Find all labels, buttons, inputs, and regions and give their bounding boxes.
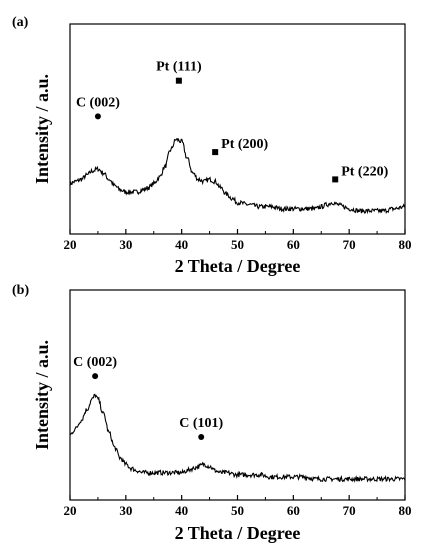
peak-annotations-b: C (002) C (101) [73,355,224,440]
x-tick-labels-a: 20 30 40 50 60 70 80 [64,237,412,252]
x-tick-label-a-20: 20 [64,237,77,252]
x-tick-label-b-20: 20 [64,503,77,518]
peak-marker-a-1 [175,77,182,84]
peak-label-a-3: Pt (220) [341,164,388,179]
peak-marker-a-0 [94,113,101,120]
x-tick-label-b-80: 80 [399,503,412,518]
panel-label-a: (a) [12,15,29,30]
x-tick-label-a-80: 80 [399,237,412,252]
panel-b: (b) 20 30 40 50 60 70 80 C (002) C (101) 2 Thet… [12,283,412,543]
peak-marker-a-3 [332,176,339,183]
y-axis-title-b: Intensity / a.u. [32,340,52,450]
x-axis-title-a: 2 Theta / Degree [175,256,301,276]
x-axis-title-b: 2 Theta / Degree [175,523,301,543]
x-tick-label-b-30: 30 [119,503,132,518]
xrd-pattern-a [69,137,406,215]
plot-frame-a [69,23,406,235]
y-axis-title-a: Intensity / a.u. [32,74,52,184]
x-tick-label-a-50: 50 [231,237,244,252]
peak-marker-b-1 [198,434,205,440]
x-tick-label-b-70: 70 [343,503,356,518]
x-tick-labels-b: 20 30 40 50 60 70 80 [64,503,412,518]
peak-annotations-a: C (002) Pt (111) Pt (200) Pt (220) [76,60,389,183]
peak-label-b-0: C (002) [73,355,117,370]
panel-label-b: (b) [12,283,29,298]
peak-label-b-1: C (101) [179,416,223,431]
peak-label-a-0: C (002) [76,95,120,110]
x-ticks-b [69,495,406,500]
x-tick-label-a-70: 70 [343,237,356,252]
peak-marker-a-2 [212,149,219,156]
x-tick-label-b-40: 40 [175,503,188,518]
x-tick-label-a-40: 40 [175,237,188,252]
x-tick-label-b-50: 50 [231,503,244,518]
xrd-pattern-b [69,393,406,484]
panel-a: (a) 20 30 40 50 60 70 80 C (002) Pt (111) Pt (20… [12,15,412,276]
plot-frame-b [69,289,406,501]
peak-label-a-2: Pt (200) [221,137,268,152]
x-tick-label-a-60: 60 [287,237,300,252]
peak-label-a-1: Pt (111) [156,60,202,75]
x-tick-label-a-30: 30 [119,237,132,252]
x-tick-label-b-60: 60 [287,503,300,518]
x-ticks-a [69,229,406,234]
peak-marker-b-0 [92,373,99,380]
